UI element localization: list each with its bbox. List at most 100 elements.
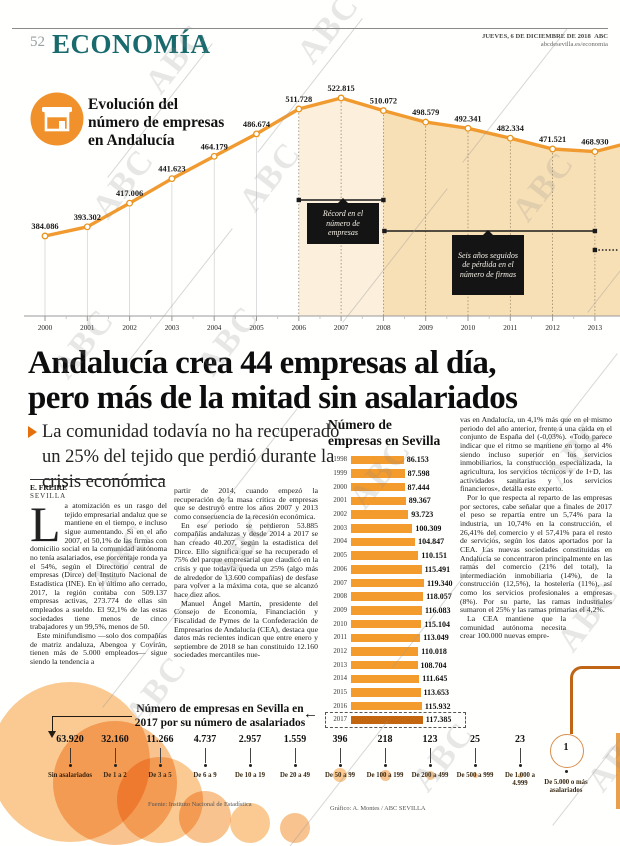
sevilla-bar-row: 2015 113.653 (328, 686, 460, 700)
sevilla-bar-row: 2005 110.151 (328, 549, 460, 563)
bubble-circle (179, 791, 231, 843)
bubble-circle (53, 721, 177, 845)
bubble-category-label: De 3 a 5 (148, 772, 172, 779)
bar-value-label: 116.083 (425, 605, 451, 615)
sevilla-bar-row: 2016 115.932 (328, 699, 460, 713)
bubble-chart-title: Número de empresas en Sevilla en 2017 po… (134, 703, 306, 729)
article-paragraph: La CEA mantiene que la comunidad autónom… (460, 614, 566, 641)
section-title: ECONOMÍA (52, 29, 211, 59)
bubble-value: 63.920 (56, 734, 84, 745)
bar-year-label: 2004 (333, 538, 347, 546)
brand: ABC (594, 33, 608, 40)
bubble-category-label: Sin asalariados (47, 772, 92, 779)
bar-value-label: 117.385 (425, 715, 452, 725)
bar-year-label: 2016 (333, 702, 347, 710)
bar-year-label: 2003 (333, 524, 347, 532)
down-arrow-icon (48, 731, 56, 738)
bubble-dot (338, 764, 342, 767)
article-paragraph: partir de 2014, cuando empezó la recuper… (174, 487, 318, 521)
bar-year-label: 2001 (333, 497, 347, 505)
bubble-dot (383, 764, 387, 767)
bar-year-label: 2012 (333, 647, 347, 655)
bubble-value: 32.160 (101, 734, 129, 745)
sevilla-bar-row: 2001 89.367 (328, 494, 460, 508)
sevilla-bar-row: 2004 104.847 (328, 535, 460, 549)
page-edge-strip (616, 733, 620, 809)
bubble-dot (473, 764, 477, 767)
data-point-label: 482.334 (497, 124, 525, 133)
article-column-2: partir de 2014, cuando empezó la recuper… (174, 487, 318, 715)
x-axis-tick-label: 2002 (122, 324, 137, 332)
bubble-value: 218 (377, 734, 393, 745)
callout-loss: Seis años seguidos de pérdida en el núme… (452, 230, 524, 295)
byline-author: E. FREIRE (30, 483, 68, 492)
bubble-category-label: De 1 a 2 (103, 772, 127, 779)
drop-cap: L (30, 502, 61, 552)
data-point-marker (168, 175, 176, 183)
x-axis-tick-label: 2008 (376, 324, 391, 332)
x-axis-tick-label: 2011 (503, 324, 518, 332)
chart-title: Evolución del número de empresas en Anda… (88, 96, 225, 149)
bubble-connector (385, 748, 386, 763)
bar-value-label: 115.491 (424, 564, 451, 574)
data-point-marker (379, 107, 387, 115)
data-point-label: 486.674 (243, 120, 271, 129)
sevilla-bar-row: 2010 115.104 (328, 617, 460, 631)
orange-connector (570, 666, 620, 687)
bar (351, 606, 422, 615)
bar-value-label: 108.704 (420, 660, 447, 670)
bubble-category-label: De 6 a 9 (193, 772, 217, 779)
bubble-connector (475, 748, 476, 763)
bubble-connector (70, 748, 71, 763)
bubble-circle (230, 803, 270, 843)
bar-year-label: 2013 (333, 661, 347, 669)
bubble-circle (280, 813, 310, 843)
sevilla-chart-title: Número de empresas en Sevilla (328, 417, 441, 448)
sevilla-bar-row: 2006 115.491 (328, 563, 460, 577)
bar-value-label: 118.057 (426, 592, 452, 602)
bar-value-label: 113.049 (423, 633, 449, 643)
bubble-dot (428, 764, 432, 767)
bubble-value: 396 (332, 734, 348, 745)
source-note: Fuente: Instituto Nacional de Estadístic… (148, 801, 252, 808)
byline: E. FREIRE SEVILLA (30, 483, 67, 501)
x-axis-tick-label: 2000 (38, 324, 53, 332)
article-paragraph: Por lo que respecta al reparto de las em… (460, 492, 612, 615)
bar (351, 496, 406, 506)
sevilla-bar-row: 2000 87.444 (328, 480, 460, 494)
bar-year-label: 1999 (333, 470, 347, 478)
bubble-value: 1 (563, 742, 569, 753)
bar (351, 688, 421, 697)
bubble-dot (68, 764, 72, 767)
bar-value-label: 86.153 (406, 455, 429, 465)
data-point-label: 498.579 (412, 108, 439, 117)
x-axis-tick-label: 2004 (207, 324, 222, 332)
bubble-category-label: De 50 a 99 (324, 772, 355, 779)
bar-value-label: 110.151 (421, 551, 447, 561)
bar-year-label: 2011 (333, 634, 347, 642)
bar-value-label: 89.367 (408, 496, 431, 506)
bubble-value: 2.957 (238, 734, 262, 745)
bubble-connector (520, 748, 521, 763)
bubble-value: 23 (515, 734, 525, 745)
subhead: La comunidad todavía no ha recuperado un… (42, 422, 340, 492)
bar-year-label: 2015 (333, 689, 347, 697)
bar (351, 701, 422, 711)
bar-value-label: 87.444 (407, 482, 430, 492)
bar (351, 469, 405, 478)
sevilla-bar-row: 2013 108.704 (328, 658, 460, 672)
bar-value-label: 115.104 (424, 619, 450, 629)
bar-year-label: 2014 (333, 675, 347, 683)
bar (351, 674, 420, 684)
sevilla-bar-row: 2009 116.083 (328, 604, 460, 618)
article-paragraph: vas en Andalucía, un 4,1% más que en el … (460, 416, 612, 494)
bubble-circle (333, 768, 347, 782)
dateline: JUEVES, 6 DE DICIEMBRE DE 2018 ABC abcde… (482, 33, 608, 49)
data-point-label: 511.728 (285, 95, 312, 104)
bubble-circle (550, 734, 584, 768)
bubble-category-label: De 500 a 999 (456, 772, 494, 779)
article-paragraph: Manuel Ángel Martín, presidente del Cons… (174, 598, 318, 660)
bar (351, 551, 419, 560)
bar (351, 482, 405, 492)
